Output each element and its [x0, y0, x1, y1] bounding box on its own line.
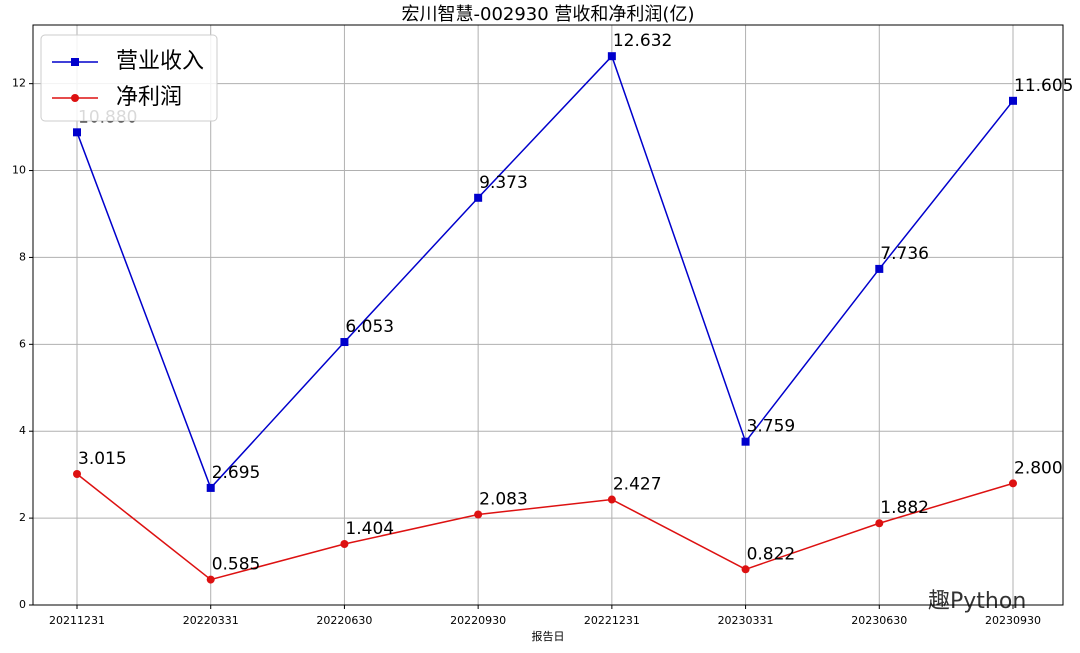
data-label: 2.427 — [613, 475, 662, 495]
y-tick-label: 10 — [12, 164, 26, 177]
x-tick-label: 20230331 — [718, 614, 774, 627]
legend-label: 营业收入 — [116, 49, 204, 74]
marker — [73, 470, 81, 479]
plot-frame — [32, 24, 1064, 606]
legend-label: 净利润 — [116, 85, 182, 110]
legend-box — [40, 34, 218, 122]
marker — [741, 565, 750, 574]
data-label: 3.015 — [78, 449, 127, 469]
watermark: 趣Python — [928, 589, 1026, 614]
data-label: 11.605 — [1014, 76, 1073, 96]
marker — [206, 483, 215, 492]
y-tick-label: 2 — [19, 511, 26, 524]
series-line — [76, 473, 1014, 581]
y-tick-label: 12 — [12, 77, 26, 90]
x-tick-label: 20220630 — [316, 614, 372, 627]
x-tick-label: 20230930 — [985, 614, 1041, 627]
marker — [607, 52, 616, 61]
data-label: 6.053 — [345, 317, 394, 337]
marker — [206, 575, 215, 584]
data-label: 12.632 — [613, 31, 672, 51]
data-label: 0.585 — [212, 555, 261, 575]
marker — [875, 264, 884, 273]
marker — [73, 128, 81, 137]
marker — [474, 193, 483, 202]
y-tick-label: 0 — [19, 598, 26, 611]
x-tick-label: 20220331 — [183, 614, 239, 627]
marker — [71, 94, 79, 102]
marker — [474, 510, 483, 519]
marker — [1009, 96, 1017, 105]
x-tick-label: 20220930 — [450, 614, 506, 627]
marker — [741, 437, 750, 446]
series-line — [76, 54, 1014, 490]
data-label: 2.083 — [479, 490, 528, 510]
marker — [1009, 479, 1017, 488]
x-axis-label: 报告日 — [532, 629, 565, 643]
data-label: 2.695 — [212, 463, 261, 483]
x-tick-label: 20211231 — [49, 614, 105, 627]
y-tick-label: 4 — [19, 424, 26, 437]
data-label: 1.404 — [345, 519, 394, 539]
marker — [71, 58, 79, 66]
marker — [607, 495, 616, 504]
y-tick-label: 8 — [19, 250, 26, 263]
data-label: 3.759 — [747, 417, 796, 437]
data-label: 0.822 — [747, 544, 796, 564]
y-tick-label: 6 — [19, 337, 26, 350]
x-tick-label: 20221231 — [584, 614, 640, 627]
marker — [340, 338, 349, 347]
data-label: 7.736 — [880, 244, 929, 264]
x-tick-label: 20230630 — [851, 614, 907, 627]
chart-title: 宏川智慧-002930 营收和净利润(亿) — [402, 4, 695, 25]
marker — [875, 519, 884, 528]
data-label: 1.882 — [880, 498, 929, 518]
marker — [340, 540, 349, 549]
data-label: 2.800 — [1014, 458, 1063, 478]
data-label: 9.373 — [479, 173, 528, 193]
